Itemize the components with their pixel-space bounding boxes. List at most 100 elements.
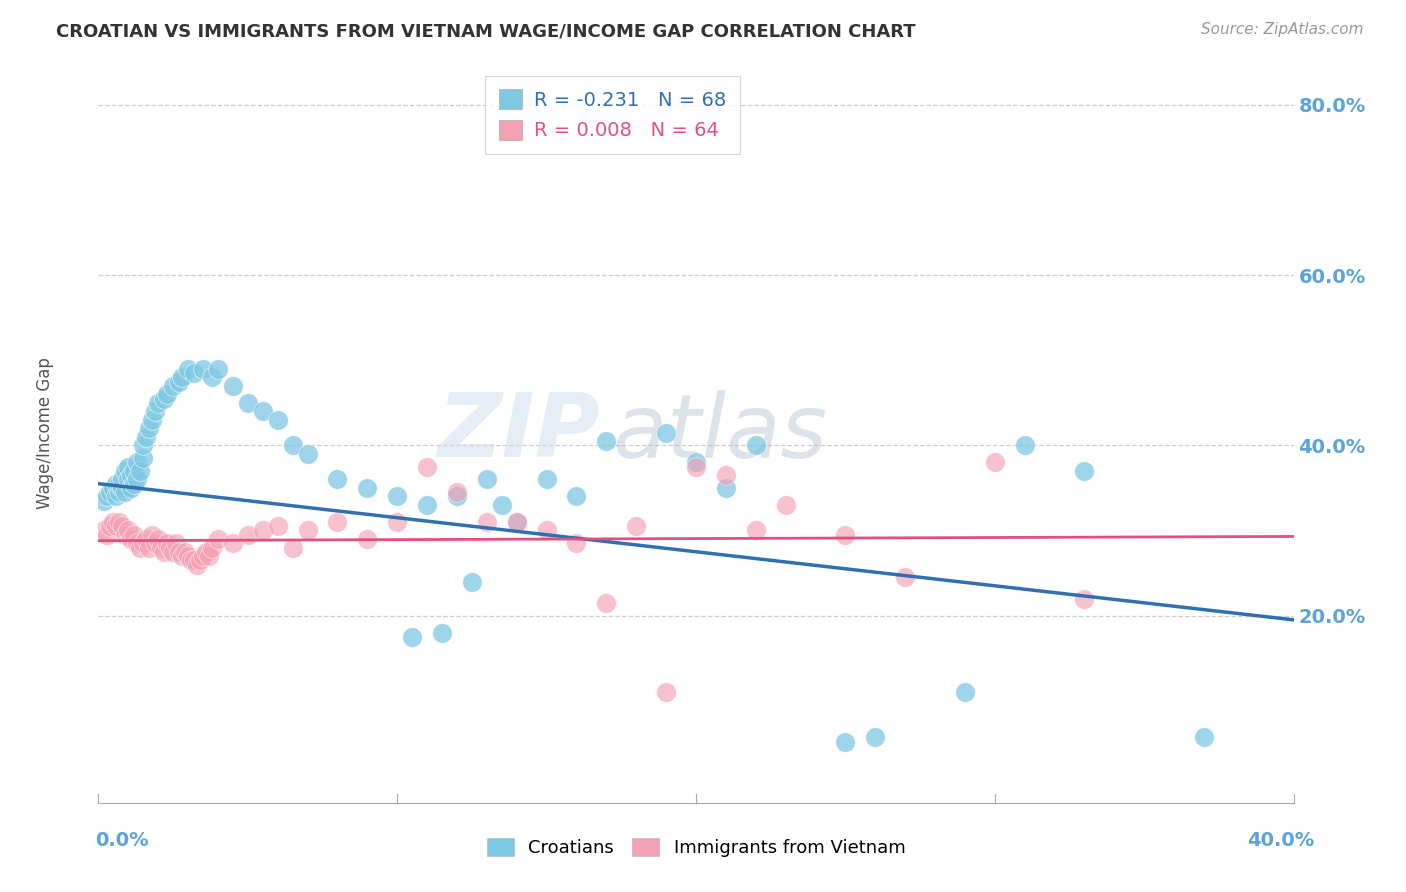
Point [385,490,409,504]
Point [172,370,194,384]
Point [153,392,176,406]
Point [775,498,797,512]
Point [195,545,218,559]
Point [565,536,588,550]
Point [186,558,208,572]
Point [207,361,229,376]
Point [96,490,118,504]
Point [105,519,128,533]
Point [1192,731,1215,745]
Point [201,370,224,384]
Point [894,570,917,584]
Point [188,553,211,567]
Point [132,438,155,452]
Point [141,413,163,427]
Point [565,490,588,504]
Point [326,472,349,486]
Point [834,527,856,541]
Point [96,527,118,541]
Point [127,536,149,550]
Point [685,455,707,469]
Point [156,387,179,401]
Point [105,490,128,504]
Point [108,515,131,529]
Point [114,527,136,541]
Point [191,549,214,563]
Point [953,685,976,699]
Point [135,532,157,546]
Point [148,396,170,410]
Point [127,455,149,469]
Point [475,515,498,529]
Point [1014,438,1036,452]
Point [201,541,224,555]
Text: ZIP: ZIP [437,389,600,476]
Point [156,536,179,550]
Point [222,379,245,393]
Point [114,485,136,500]
Point [252,404,274,418]
Point [108,476,131,491]
Text: 0.0%: 0.0% [96,831,149,850]
Point [150,541,173,555]
Point [138,421,160,435]
Point [172,549,194,563]
Point [180,553,202,567]
Text: CROATIAN VS IMMIGRANTS FROM VIETNAM WAGE/INCOME GAP CORRELATION CHART: CROATIAN VS IMMIGRANTS FROM VIETNAM WAGE… [56,22,915,40]
Point [714,468,737,483]
Legend: Croatians, Immigrants from Vietnam: Croatians, Immigrants from Vietnam [479,830,912,864]
Point [120,481,142,495]
Point [124,527,146,541]
Point [111,481,134,495]
Point [491,498,513,512]
Point [177,549,200,563]
Point [461,574,484,589]
Text: Source: ZipAtlas.com: Source: ZipAtlas.com [1201,22,1364,37]
Point [506,515,529,529]
Point [165,536,187,550]
Point [714,481,737,495]
Point [103,481,125,495]
Point [120,532,142,546]
Point [162,379,184,393]
Point [138,541,160,555]
Point [167,375,190,389]
Point [108,485,131,500]
Point [416,498,439,512]
Text: atlas: atlas [613,390,827,475]
Point [356,481,378,495]
Point [595,596,617,610]
Point [401,630,423,644]
Point [267,519,290,533]
Point [132,536,155,550]
Point [177,361,200,376]
Point [183,553,205,567]
Point [1073,591,1095,606]
Point [159,541,181,555]
Point [685,459,707,474]
Point [385,515,409,529]
Point [191,361,214,376]
Point [143,536,166,550]
Point [135,430,157,444]
Point [143,404,166,418]
Point [430,625,453,640]
Point [536,524,558,538]
Point [536,472,558,486]
Point [124,476,146,491]
Point [198,549,221,563]
Point [129,464,152,478]
Point [297,524,319,538]
Point [475,472,498,486]
Text: Wage/Income Gap: Wage/Income Gap [35,357,53,508]
Point [98,485,122,500]
Point [236,527,259,541]
Point [745,438,768,452]
Point [655,685,678,699]
Text: 40.0%: 40.0% [1247,831,1315,850]
Point [1073,464,1095,478]
Point [222,536,245,550]
Point [626,519,648,533]
Point [655,425,678,440]
Point [356,532,378,546]
